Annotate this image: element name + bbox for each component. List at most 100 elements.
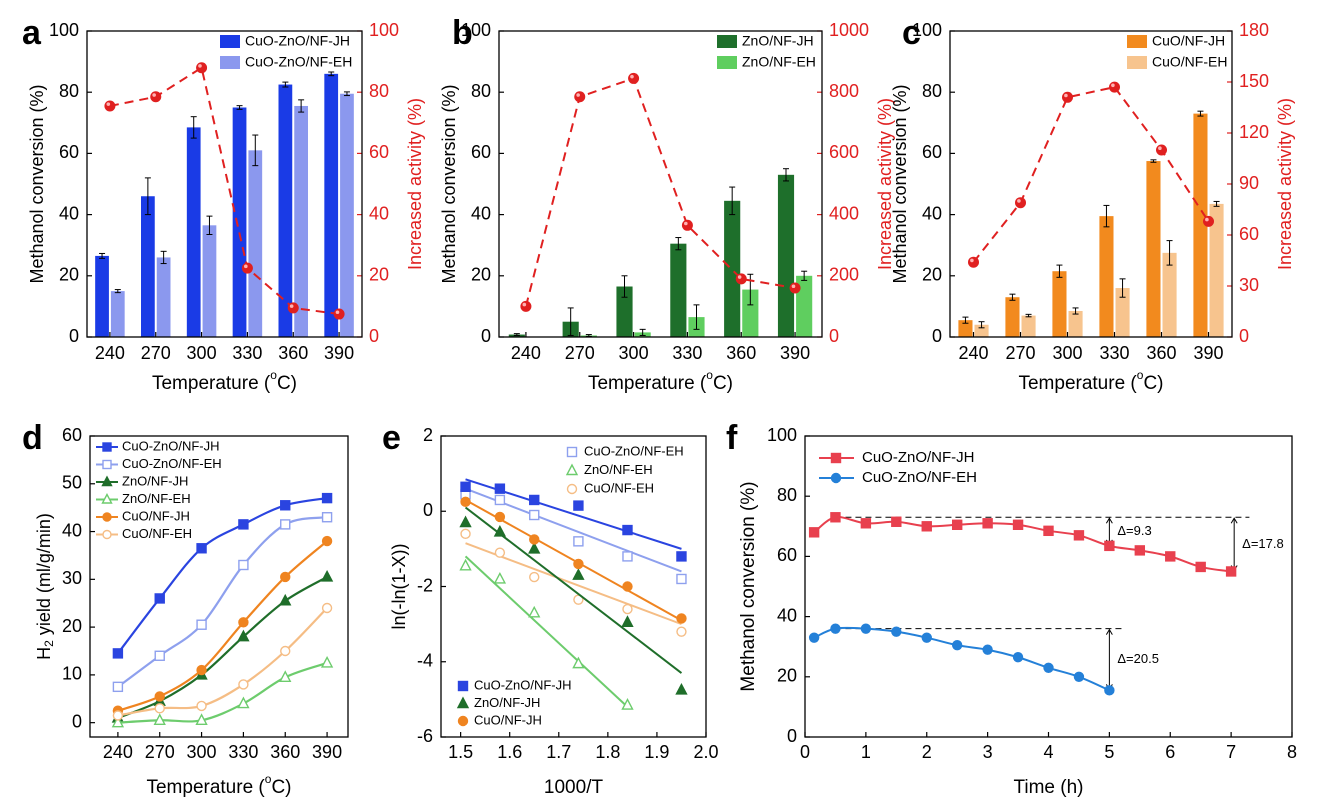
data-point — [280, 645, 291, 657]
y-tick-label: 0 — [69, 326, 79, 346]
x-tick-label: 1 — [861, 742, 871, 762]
y-tick-label: 50 — [62, 473, 82, 493]
legend-marker — [101, 493, 113, 504]
bar — [110, 291, 125, 337]
x-tick-label: 2 — [922, 742, 932, 762]
data-point — [951, 519, 963, 530]
y-tick-label: 0 — [423, 500, 433, 520]
x-axis-label: 1000/T — [544, 777, 604, 798]
y-axis-label: Methanol conversion (%) — [439, 84, 459, 283]
data-point — [830, 512, 841, 523]
data-point — [982, 644, 993, 655]
activity-point — [287, 302, 299, 314]
activity-point — [1203, 215, 1214, 227]
x-tick-label: 270 — [565, 343, 595, 363]
y2-tick-label: 0 — [1239, 326, 1249, 346]
xlabel-degree: o — [265, 772, 272, 786]
y2-axis-label: Increased activity (%) — [1275, 98, 1295, 270]
panel-f: Δ=9.3 Δ=17.8 Δ=20.5 0 20 40 60 80 100 0 1 2 3 4 5 6 7 8 Ti… — [726, 419, 1297, 798]
activity-point — [1109, 81, 1120, 93]
legend-label: CuO-ZnO/NF-EH — [122, 456, 222, 471]
xlabel-degree: o — [706, 368, 713, 382]
bar — [742, 289, 759, 337]
legend-swatch — [717, 56, 737, 69]
plot-frame — [89, 435, 349, 738]
y-tick-label: 10 — [62, 664, 82, 684]
plot-frame — [804, 435, 1293, 738]
y2-tick-label: 120 — [1239, 122, 1269, 142]
y-tick-label: 60 — [62, 425, 82, 445]
data-point — [1073, 671, 1085, 682]
y-tick-label: 80 — [59, 81, 79, 101]
x-tick-label: 240 — [511, 343, 541, 363]
y-tick-label: 20 — [471, 265, 491, 285]
ylabel-part: H — [34, 647, 54, 660]
y-tick-label: 20 — [922, 265, 942, 285]
legend-swatch — [1127, 56, 1147, 69]
data-point — [1104, 540, 1115, 552]
activity-highlight — [630, 74, 634, 79]
xlabel-part: C) — [713, 373, 733, 394]
y2-tick-label: 200 — [829, 265, 859, 285]
data-point — [572, 656, 585, 669]
data-point — [1165, 551, 1176, 562]
x-tick-label: 330 — [1099, 343, 1129, 363]
legend-marker — [456, 696, 470, 709]
legend-label: ZnO/NF-JH — [122, 473, 188, 488]
x-tick-label: 300 — [187, 343, 217, 363]
data-point — [951, 639, 963, 651]
data-point — [622, 581, 633, 592]
xlabel-part: C) — [271, 777, 291, 798]
x-tick-label: 0 — [800, 742, 810, 762]
data-point — [494, 483, 506, 494]
legend-swatch — [717, 35, 737, 48]
x-tick-label: 240 — [103, 742, 133, 762]
activity-highlight — [198, 64, 202, 68]
data-point — [808, 632, 820, 643]
legend-label: CuO-ZnO/NF-EH — [245, 54, 352, 70]
data-point — [154, 650, 165, 661]
series-line — [117, 607, 328, 717]
data-point — [891, 626, 902, 637]
x-tick-label: 8 — [1287, 742, 1297, 762]
xlabel-part: C) — [277, 373, 297, 394]
bar — [186, 127, 201, 337]
data-point — [112, 648, 124, 659]
y2-tick-label: 40 — [369, 203, 389, 223]
activity-line — [972, 85, 1210, 263]
legend-marker — [565, 463, 579, 476]
bar — [324, 73, 339, 337]
data-point — [237, 696, 250, 709]
activity-point — [333, 308, 345, 320]
y-tick-label: 60 — [59, 142, 79, 162]
legend-marker — [102, 442, 112, 452]
data-point — [111, 715, 125, 728]
plot-frame — [498, 30, 823, 338]
activity-point — [1015, 197, 1026, 209]
legend-swatch — [1127, 35, 1147, 48]
data-point — [860, 518, 872, 529]
legend-label: ZnO/NF-JH — [474, 695, 540, 710]
data-point — [238, 559, 249, 571]
bar — [974, 324, 989, 337]
data-point — [891, 516, 902, 527]
data-point — [808, 527, 820, 538]
activity-point — [628, 72, 640, 84]
x-tick-label: 270 — [141, 343, 171, 363]
y-tick-label: 0 — [481, 326, 491, 346]
legend-marker — [457, 680, 469, 692]
activity-point — [1062, 91, 1073, 103]
y2-tick-label: 800 — [829, 81, 859, 101]
legend-marker — [102, 459, 112, 470]
activity-highlight — [152, 93, 156, 97]
x-tick-label: 1.6 — [497, 742, 522, 762]
activity-highlight — [1158, 146, 1162, 150]
activity-point — [520, 300, 532, 312]
y2-tick-label: 90 — [1239, 173, 1259, 193]
legend-label: CuO-ZnO/NF-JH — [474, 677, 572, 692]
data-point — [622, 603, 633, 615]
data-point — [676, 626, 687, 637]
x-tick-label: 2.0 — [693, 742, 718, 762]
